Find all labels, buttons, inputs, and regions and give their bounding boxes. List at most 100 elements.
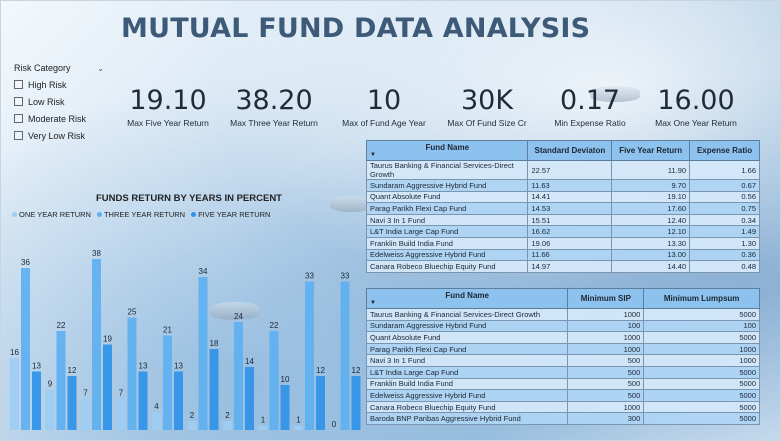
column-header-label: Fund Name	[425, 143, 470, 152]
table-cell: 16.62	[527, 225, 613, 238]
kpi-card-max-one-year-return: 16.00 Max One Year Return	[650, 84, 742, 128]
bar[interactable]	[32, 371, 41, 431]
bar[interactable]	[92, 259, 101, 430]
column-header[interactable]: Fund Name ▼	[365, 288, 569, 309]
legend-item-five-year[interactable]: FIVE YEAR RETURN	[191, 210, 270, 219]
table-row[interactable]: L&T India Large Cap Fund 500 5000	[365, 365, 760, 379]
slicer-item-high-risk[interactable]: High Risk	[14, 79, 104, 90]
sort-icon[interactable]: ▼	[370, 152, 376, 158]
bar[interactable]	[269, 331, 279, 430]
slicer-item-very-low-risk[interactable]: Very Low Risk	[14, 130, 104, 141]
bar[interactable]	[103, 344, 112, 431]
bar[interactable]	[209, 349, 219, 430]
table-cell: 0.36	[689, 248, 760, 262]
checkbox[interactable]	[14, 80, 23, 89]
funds-return-bar-chart: 16 36 13 9 22 12 7 38 19 7 25 13 4 21 13 2 34 18 2 24 14 1 22 1…	[10, 249, 361, 431]
table-row[interactable]: Quant Absolute Fund 1000 5000	[365, 331, 760, 344]
bar[interactable]	[294, 425, 303, 431]
data-label: 22	[57, 321, 66, 330]
bar[interactable]	[258, 425, 268, 431]
legend-item-one-year[interactable]: ONE YEAR RETURN	[12, 210, 91, 219]
column-header-label: Fund Name	[445, 291, 489, 300]
checkbox[interactable]	[14, 114, 23, 123]
bar[interactable]	[316, 376, 325, 430]
bar[interactable]	[198, 277, 208, 430]
column-header-label: Minimum SIP	[580, 294, 631, 303]
table-row[interactable]: Sundaram Aggressive Hybrid Fund 11.63 9.70…	[365, 179, 760, 192]
table-row[interactable]: Canara Robeco Bluechip Equity Fund 14.97 1…	[365, 260, 760, 273]
table-header-row: Fund Name ▼ Minimum SIP Minimum Lumpsum	[365, 288, 760, 309]
bar[interactable]	[329, 430, 339, 431]
bar[interactable]	[163, 335, 172, 431]
table-row[interactable]: Baroda BNP Paribas Aggressive Hybrid Fun…	[365, 412, 760, 425]
column-header-label: Standard Deviaton	[534, 146, 606, 155]
table-row[interactable]: Navi 3 In 1 Fund 15.51 12.40 0.34	[365, 213, 760, 227]
checkbox[interactable]	[14, 131, 23, 140]
bar[interactable]	[234, 322, 243, 430]
table-cell: 15.51	[527, 213, 613, 227]
bar[interactable]	[223, 421, 232, 430]
table-cell: 5000	[643, 412, 760, 425]
slicer-header[interactable]: Risk Category ⌄	[14, 63, 104, 73]
table-header-row: Fund Name ▼ Standard Deviaton Five Year Ret…	[365, 140, 760, 161]
slicer-item-low-risk[interactable]: Low Risk	[14, 96, 104, 107]
bar[interactable]	[45, 389, 55, 431]
data-label: 33	[341, 272, 350, 281]
slicer-item-label: Low Risk	[28, 96, 65, 107]
column-header[interactable]: Fund Name ▼	[365, 140, 529, 161]
bar[interactable]	[174, 371, 183, 431]
bar[interactable]	[21, 268, 30, 430]
column-header[interactable]: Minimum Lumpsum	[643, 288, 760, 309]
slicer-title: Risk Category	[14, 63, 71, 73]
bar[interactable]	[305, 281, 314, 431]
table-row[interactable]: Quant Absolute Fund 14.41 19.10 0.56	[365, 190, 760, 204]
chevron-down-icon[interactable]: ⌄	[97, 63, 104, 73]
data-label: 38	[92, 249, 101, 258]
data-label: 21	[163, 326, 172, 335]
slicer-item-moderate-risk[interactable]: Moderate Risk	[14, 113, 104, 124]
table-row[interactable]: Canara Robeco Bluechip Equity Fund 1000 50…	[365, 400, 760, 414]
table-cell: 1.66	[689, 160, 760, 180]
legend-label: THREE YEAR RETURN	[103, 210, 186, 219]
table-row[interactable]: Taurus Banking & Financial Services-Dire…	[365, 308, 760, 321]
column-header[interactable]: Expense Ratio	[689, 140, 760, 161]
bar[interactable]	[127, 317, 137, 431]
bar[interactable]	[10, 358, 19, 430]
kpi-label: Max Three Year Return	[230, 118, 318, 128]
data-label: 1	[261, 416, 266, 425]
table-row[interactable]: Franklin Build India Fund 500 5000	[365, 377, 760, 391]
bar[interactable]	[245, 367, 254, 430]
table-row[interactable]: Parag Parikh Flexi Cap Fund 14.53 17.60 0.7…	[365, 202, 760, 215]
table-row[interactable]: L&T India Large Cap Fund 16.62 12.10 1.49	[365, 225, 760, 238]
column-header[interactable]: Minimum SIP	[567, 288, 645, 309]
bar[interactable]	[56, 331, 66, 430]
slicer-item-label: High Risk	[28, 79, 67, 90]
bar[interactable]	[280, 385, 290, 430]
legend-dot-icon	[96, 212, 102, 217]
data-label: 10	[281, 375, 290, 384]
bar[interactable]	[81, 398, 90, 431]
legend-item-three-year[interactable]: THREE YEAR RETURN	[96, 210, 186, 219]
kpi-card-min-expense-ratio: 0.17 Min Expense Ratio	[548, 84, 632, 128]
kpi-card-max-fund-age-year: 10 Max of Fund Age Year	[336, 84, 432, 128]
bar[interactable]	[187, 421, 197, 430]
bar[interactable]	[138, 371, 148, 431]
checkbox[interactable]	[14, 97, 23, 106]
table-row[interactable]: Edelweiss Aggressive Hybrid Fund 11.66 13.…	[365, 248, 760, 262]
bar[interactable]	[351, 376, 361, 430]
bar[interactable]	[116, 398, 126, 431]
bar[interactable]	[152, 412, 161, 430]
data-label: 33	[305, 272, 314, 281]
sort-icon[interactable]: ▼	[370, 300, 376, 306]
kpi-label: Max Of Fund Size Cr	[447, 118, 527, 128]
bar[interactable]	[340, 281, 350, 431]
bar[interactable]	[67, 376, 77, 430]
table-row[interactable]: Franklin Build India Fund 19.06 13.30 1.30	[365, 236, 760, 250]
data-label: 24	[234, 312, 243, 321]
table-cell: 300	[567, 412, 645, 425]
kpi-label: Max of Fund Age Year	[342, 118, 426, 128]
column-header[interactable]: Standard Deviaton	[527, 140, 613, 161]
data-label: 36	[21, 258, 30, 267]
table-row[interactable]: Taurus Banking & Financial Services-Dire…	[365, 160, 760, 180]
